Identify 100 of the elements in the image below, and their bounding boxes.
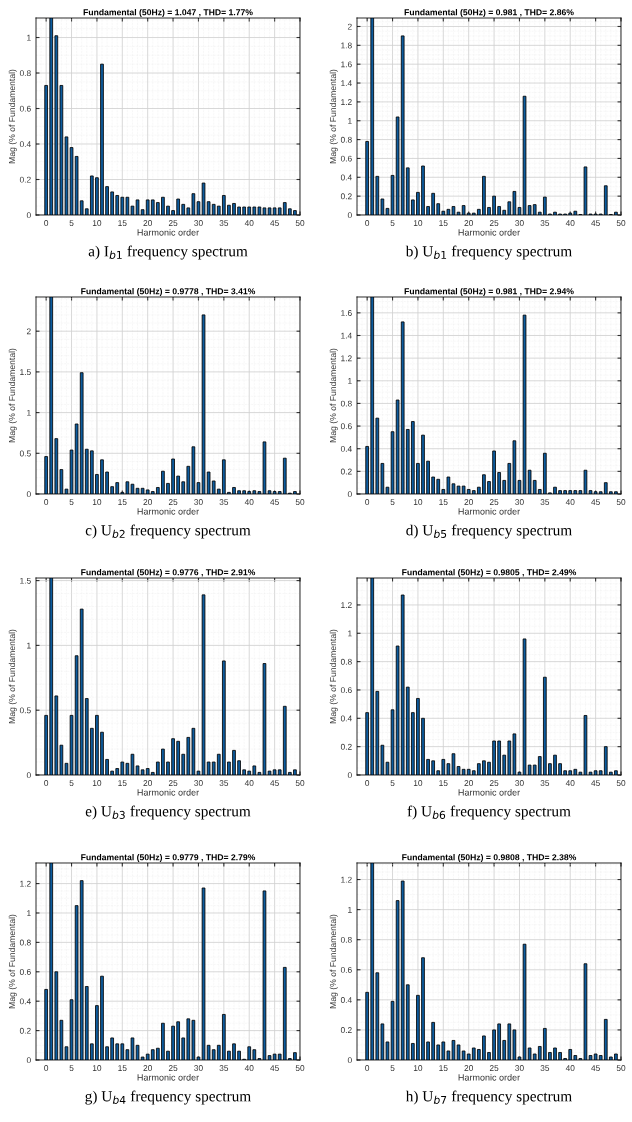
y-axis-title: Mag (% of Fundamental) [329, 914, 338, 1009]
y-tick-label: 0.6 [19, 968, 31, 975]
x-tick-label: 30 [515, 780, 524, 786]
x-tick-label: 25 [168, 780, 178, 786]
y-tick-label: 1 [27, 34, 31, 41]
y-tick-label: 0.2 [340, 468, 352, 475]
x-tick-label: 30 [515, 499, 524, 505]
x-tick-label: 15 [118, 1065, 127, 1071]
x-axis-title: Harmonic order [458, 229, 520, 236]
x-tick-label: 5 [390, 780, 395, 786]
chart-title: Fundamental (50Hz) = 0.9776 , THD= 2.91% [81, 568, 256, 578]
x-tick-label: 5 [69, 1065, 74, 1071]
x-tick-label: 35 [219, 1065, 229, 1071]
x-tick-label: 10 [92, 220, 102, 226]
x-tick-label: 5 [69, 220, 74, 226]
x-axis-title: Harmonic order [137, 508, 199, 515]
x-tick-label: 35 [540, 780, 550, 786]
x-tick-label: 35 [540, 1065, 550, 1071]
x-tick-label: 35 [219, 499, 229, 505]
y-tick-label: 1.5 [20, 369, 31, 375]
y-tick-label: 0.8 [19, 70, 31, 77]
y-tick-label: 0.6 [340, 687, 352, 694]
x-tick-label: 45 [270, 220, 279, 226]
x-tick-label: 0 [44, 499, 49, 505]
x-tick-label: 15 [118, 780, 127, 786]
y-tick-label: 0.4 [19, 141, 31, 148]
x-tick-label: 45 [270, 1065, 279, 1071]
y-tick-label: 0.5 [19, 707, 31, 714]
y-tick-label: 1.6 [341, 310, 352, 316]
x-tick-label: 10 [413, 780, 423, 786]
text: c) U$_{b2}$ frequency spectrum [85, 524, 251, 539]
x-tick-label: 30 [194, 499, 203, 505]
y-axis-title: Mag (% of Fundamental) [329, 629, 338, 724]
x-tick-label: 50 [295, 220, 305, 226]
x-tick-label: 25 [168, 220, 178, 226]
x-tick-label: 0 [44, 220, 49, 226]
chart-title: Fundamental (50Hz) = 0.9778 , THD= 3.41% [81, 287, 256, 297]
x-tick-label: 40 [244, 220, 254, 226]
x-tick-label: 40 [565, 499, 575, 505]
y-tick-label: 0.6 [340, 966, 352, 973]
x-tick-label: 50 [616, 1065, 626, 1071]
x-tick-label: 10 [92, 499, 102, 505]
y-tick-label: 0.4 [340, 997, 352, 1003]
y-tick-label: 1.6 [341, 61, 352, 68]
x-tick-label: 15 [118, 220, 127, 226]
x-tick-label: 20 [464, 1065, 473, 1071]
x-tick-label: 25 [168, 499, 178, 505]
x-tick-label: 50 [616, 499, 626, 505]
chart-title: Fundamental (50Hz) = 0.9805 , THD= 2.49% [402, 568, 577, 578]
y-tick-label: 1.2 [20, 880, 31, 887]
x-tick-label: 30 [194, 780, 203, 786]
y-tick-label: 0 [347, 1057, 352, 1064]
x-tick-label: 45 [591, 499, 600, 505]
y-tick-label: 0 [347, 212, 352, 219]
x-tick-label: 25 [168, 1065, 178, 1071]
x-tick-label: 5 [69, 499, 74, 505]
x-tick-label: 15 [439, 220, 448, 226]
y-tick-label: 0 [26, 1057, 31, 1064]
text: e) U$_{b3}$ frequency spectrum [85, 805, 251, 820]
x-tick-label: 40 [565, 220, 575, 226]
y-axis-title: Mag (% of Fundamental) [329, 69, 338, 164]
chart-title: Fundamental (50Hz) = 1.047 , THD= 1.77% [83, 8, 253, 18]
y-tick-label: 0.2 [340, 743, 352, 750]
y-tick-label: 1.2 [341, 99, 352, 105]
y-tick-label: 0.2 [19, 176, 31, 183]
x-tick-label: 10 [92, 1065, 102, 1071]
x-tick-label: 30 [515, 1065, 524, 1071]
chart-title: Fundamental (50Hz) = 0.981 , THD= 2.86% [404, 8, 574, 18]
x-tick-label: 50 [616, 220, 626, 226]
y-tick-label: 1 [348, 630, 352, 637]
y-tick-label: 0 [26, 491, 31, 498]
x-tick-label: 30 [515, 220, 524, 226]
x-tick-label: 10 [92, 780, 102, 786]
x-axis-title: Harmonic order [137, 229, 199, 236]
y-tick-label: 0.5 [19, 450, 31, 457]
x-tick-label: 20 [464, 499, 473, 505]
y-tick-label: 1.2 [341, 876, 352, 883]
x-tick-label: 45 [591, 780, 600, 786]
y-tick-label: 1 [348, 378, 352, 384]
x-tick-label: 10 [413, 220, 423, 226]
chart-title: Fundamental (50Hz) = 0.981 , THD= 2.94% [404, 287, 574, 297]
x-tick-label: 20 [143, 220, 152, 226]
x-tick-label: 25 [489, 499, 499, 505]
y-tick-label: 1 [27, 910, 31, 916]
x-tick-label: 40 [565, 780, 575, 786]
x-tick-label: 35 [219, 220, 229, 226]
y-tick-label: 1.4 [341, 332, 352, 339]
x-tick-label: 35 [540, 220, 550, 226]
x-axis-title: Harmonic order [137, 789, 199, 796]
y-tick-label: 1.5 [20, 577, 31, 584]
y-tick-label: 1.2 [341, 355, 352, 362]
text: h) U$_{b7}$ frequency spectrum [405, 1090, 572, 1105]
x-tick-label: 50 [295, 780, 305, 786]
text: a) I$_{b1}$ frequency spectrum [88, 245, 248, 260]
y-tick-label: 0.8 [340, 936, 352, 943]
y-tick-label: 1.2 [341, 602, 352, 608]
y-tick-label: 0.2 [340, 193, 352, 200]
y-tick-label: 1.4 [341, 80, 352, 87]
x-tick-label: 45 [270, 780, 279, 786]
x-tick-label: 5 [390, 1065, 395, 1071]
